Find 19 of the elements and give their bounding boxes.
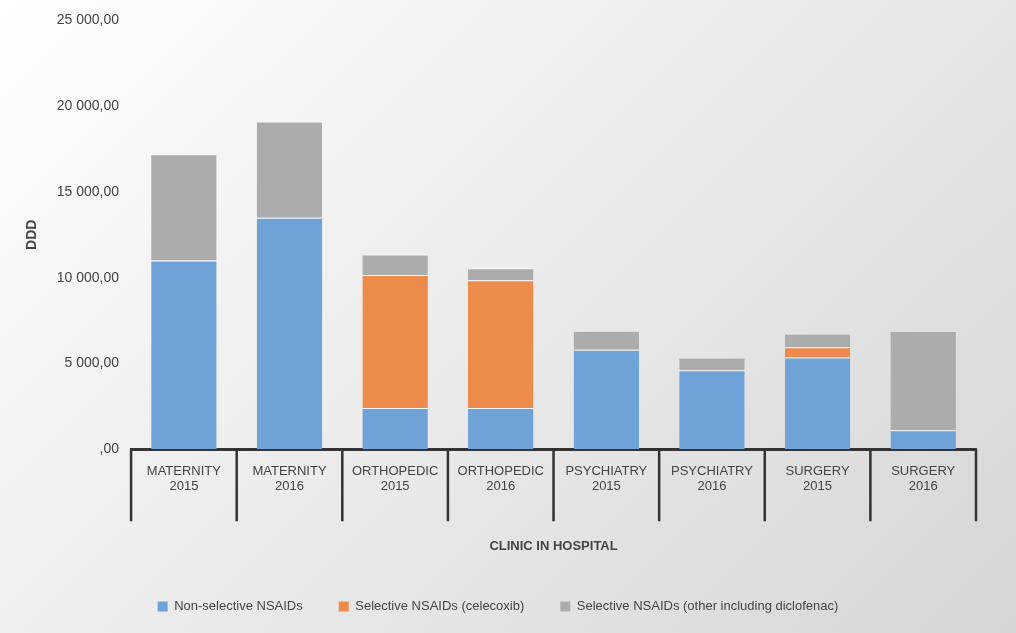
y-tick-label: 15 000,00 [56, 182, 120, 199]
y-tick-label: 20 000,00 [56, 97, 120, 114]
y-tick-label: 25 000,00 [56, 11, 120, 28]
x-tick-label: ORTHOPEDIC 2015 [351, 462, 439, 494]
x-tick-label: PSYCHIATRY 2015 [565, 462, 648, 494]
x-tick-label: MATERNITY 2015 [146, 462, 222, 494]
legend-label: Selective NSAIDs (other including diclofenac) [576, 598, 839, 614]
legend-label: Selective NSAIDs (celecoxib) [355, 598, 525, 614]
x-tick-label: ORTHOPEDIC 2016 [457, 462, 544, 494]
y-axis-title: DDD [23, 219, 40, 250]
x-tick-label: SURGERY 2015 [785, 462, 850, 494]
y-tick-label: 5 000,00 [64, 354, 120, 371]
x-axis-title: CLINIC IN HOSPITAL [489, 537, 618, 553]
x-tick-label: PSYCHIATRY 2016 [671, 462, 754, 494]
legend-label: Non-selective NSAIDs [174, 598, 304, 614]
x-tick-label: MATERNITY 2016 [252, 462, 327, 494]
y-tick-label: 10 000,00 [56, 268, 120, 285]
y-tick-label: ,00 [99, 440, 120, 457]
x-tick-label: SURGERY 2016 [891, 462, 956, 494]
